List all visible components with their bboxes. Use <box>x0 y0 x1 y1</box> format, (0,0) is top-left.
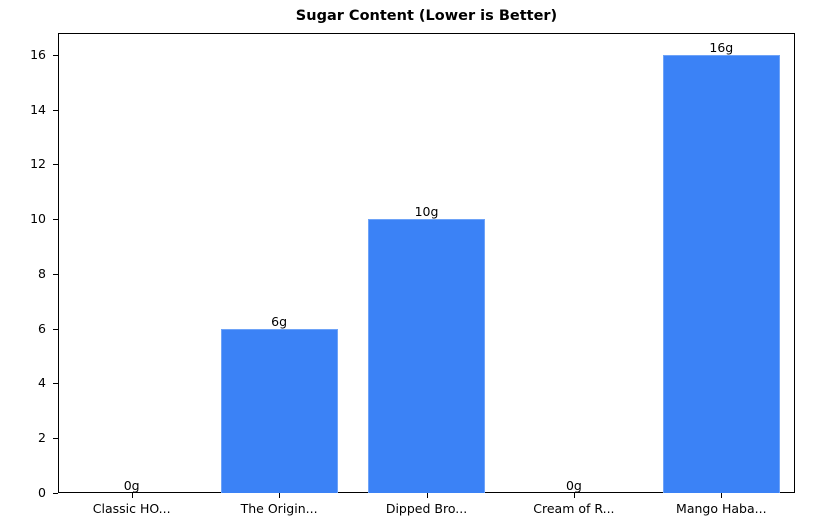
x-tick-mark <box>721 493 723 498</box>
y-tick-mark <box>53 109 58 111</box>
y-tick-label: 4 <box>38 375 46 391</box>
bar-value-label: 6g <box>271 313 288 329</box>
x-tick-mark <box>131 493 133 498</box>
y-tick-mark <box>53 54 58 56</box>
x-tick-label: Cream of R... <box>533 501 615 516</box>
bar-value-label: 10g <box>414 204 439 220</box>
bar <box>220 328 338 493</box>
y-tick-mark <box>53 493 58 494</box>
y-tick-mark <box>53 383 58 385</box>
y-tick-label: 2 <box>38 430 46 446</box>
bar <box>662 54 780 493</box>
y-tick-label: 14 <box>30 101 46 117</box>
y-tick-mark <box>53 328 58 330</box>
x-tick-label: Mango Haba... <box>676 501 767 516</box>
y-tick-label: 10 <box>30 211 46 227</box>
y-tick-mark <box>53 438 58 440</box>
y-tick-label: 16 <box>30 46 46 62</box>
bar-value-label: 16g <box>709 39 734 55</box>
bar-value-label: 0g <box>565 478 582 493</box>
y-tick-label: 8 <box>38 265 46 281</box>
chart-title: Sugar Content (Lower is Better) <box>295 8 558 24</box>
y-tick-label: 6 <box>38 320 46 336</box>
bar-value-label: 0g <box>123 478 140 493</box>
bar <box>368 219 485 493</box>
x-tick-mark <box>426 493 428 498</box>
x-tick-mark <box>573 493 575 498</box>
x-tick-label: The Origin... <box>240 501 318 516</box>
y-tick-label: 12 <box>30 156 46 172</box>
x-tick-label: Classic HO... <box>92 501 171 516</box>
x-tick-mark <box>279 493 281 498</box>
y-tick-mark <box>53 219 58 221</box>
y-tick-label: 0 <box>38 485 46 500</box>
x-tick-label: Dipped Bro... <box>385 501 468 516</box>
y-tick-mark <box>53 164 58 166</box>
y-tick-mark <box>53 273 58 275</box>
